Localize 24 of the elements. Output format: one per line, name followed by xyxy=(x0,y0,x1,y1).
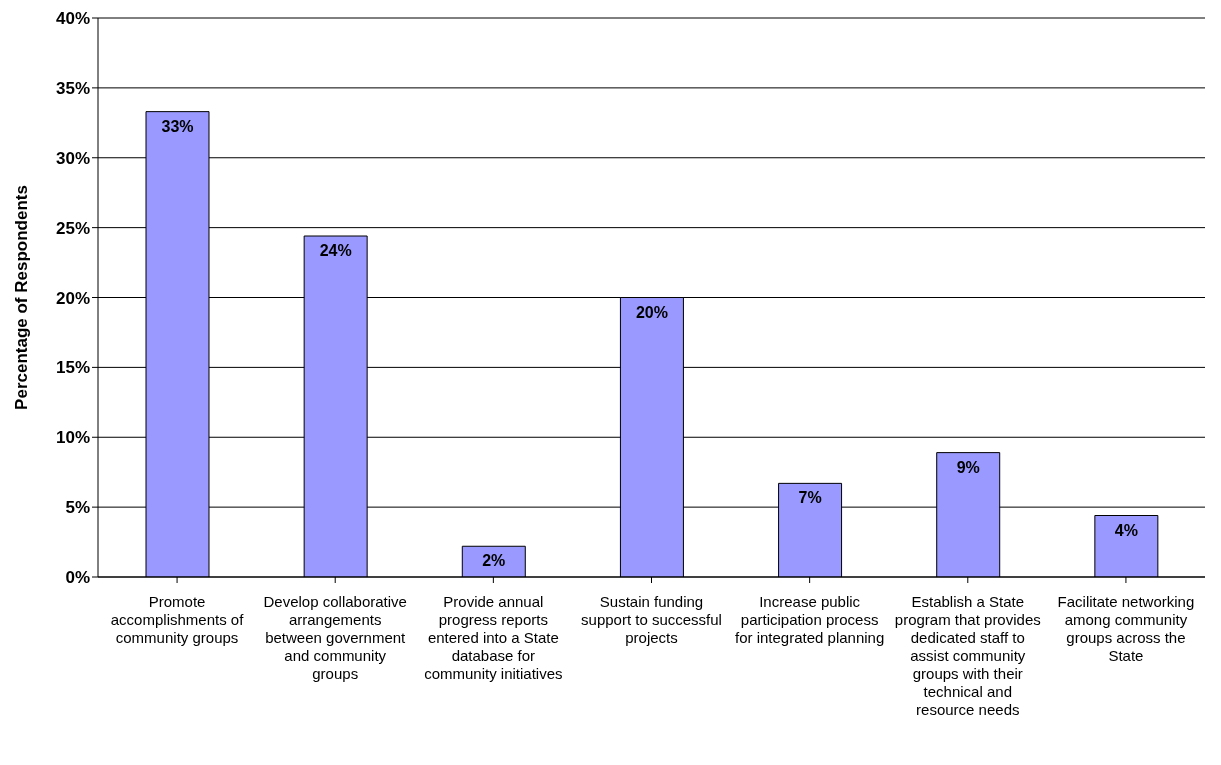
x-tick-label: Facilitate networking among community groups across the State xyxy=(1057,592,1195,664)
data-label: 4% xyxy=(1114,521,1138,539)
y-axis-title: Percentage of Respondents xyxy=(12,185,32,410)
y-tick-label: 15% xyxy=(55,358,90,378)
y-tick-label: 35% xyxy=(55,78,90,98)
x-tick-label: Establish a State program that provides dedicated staff to assist community groups with their technical and resource needs xyxy=(894,592,1041,718)
x-tick-label: Sustain funding support to successful projects xyxy=(581,592,722,646)
y-tick-label: 0% xyxy=(65,568,90,588)
x-tick-label: Develop collaborative arrangements between government and community groups xyxy=(263,592,407,682)
x-tick-label: Increase public participation process for integrated planning xyxy=(735,592,885,646)
y-tick-label: 20% xyxy=(55,288,90,308)
y-tick-label: 10% xyxy=(55,428,90,448)
y-tick-label: 5% xyxy=(65,498,90,518)
y-tick-label: 25% xyxy=(55,218,90,238)
data-label: 2% xyxy=(482,552,506,570)
x-tick-label: Provide annual progress reports entered into a State database for community initiatives xyxy=(424,592,563,682)
y-tick-label: 40% xyxy=(55,9,90,29)
data-label: 9% xyxy=(956,458,980,476)
data-label: 33% xyxy=(161,117,194,135)
data-label: 20% xyxy=(635,303,668,321)
data-label: 24% xyxy=(319,242,352,260)
y-tick-label: 30% xyxy=(55,148,90,168)
x-tick-label: Promote accomplishments of community groups xyxy=(110,592,245,646)
data-label: 7% xyxy=(798,489,822,507)
